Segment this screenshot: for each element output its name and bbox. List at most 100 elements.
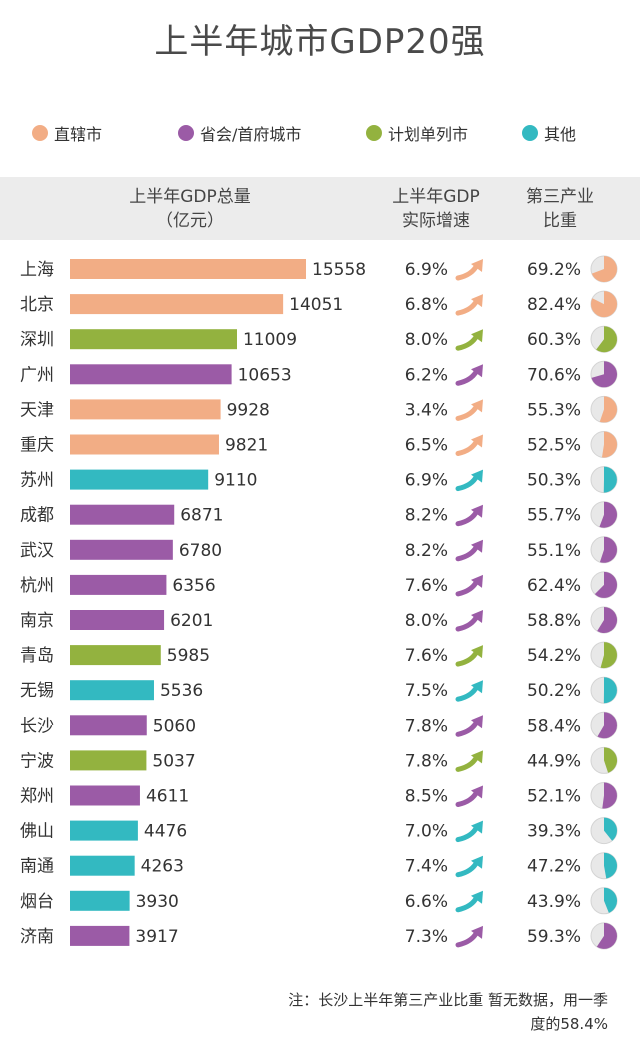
tertiary-share-label: 50.2% [527, 681, 581, 701]
growth-arrow-icon [455, 438, 480, 456]
city-label: 重庆 [20, 436, 54, 456]
legend-swatch [522, 125, 538, 141]
tertiary-pie-slice [601, 431, 618, 458]
growth-rate-label: 7.4% [405, 857, 448, 877]
tertiary-share-label: 47.2% [527, 857, 581, 877]
tertiary-share-label: 59.3% [527, 927, 581, 947]
tertiary-pie-slice [594, 571, 618, 598]
tertiary-pie-slice [603, 677, 617, 704]
chart-row: 上海 15558 6.9% 69.2% [20, 255, 618, 283]
tertiary-pie-slice [599, 501, 617, 528]
chart-row: 济南 3917 7.3% 59.3% [20, 922, 618, 950]
growth-arrowhead-icon [471, 364, 483, 378]
growth-rate-label: 3.4% [405, 400, 448, 420]
growth-arrowhead-icon [471, 925, 483, 939]
gdp-bar [70, 855, 135, 876]
tertiary-share-label: 54.2% [527, 646, 581, 666]
tertiary-pie-slice [604, 887, 618, 913]
growth-arrowhead-icon [471, 259, 483, 272]
legend-label: 省会/首府城市 [200, 125, 302, 144]
city-label: 深圳 [20, 330, 54, 350]
growth-arrow-icon [455, 543, 480, 562]
gdp-value-label: 3930 [136, 892, 179, 912]
city-label: 郑州 [20, 787, 54, 807]
gdp-value-label: 10653 [238, 365, 292, 385]
gdp-bar [70, 469, 209, 490]
growth-rate-label: 6.6% [405, 892, 448, 912]
growth-rate-label: 7.6% [405, 576, 448, 596]
tertiary-pie-slice [597, 712, 617, 739]
growth-arrow-icon [455, 929, 480, 948]
growth-arrow-icon [455, 683, 480, 702]
growth-rate-label: 8.5% [405, 787, 448, 807]
gdp-value-label: 4611 [146, 787, 189, 807]
city-label: 广州 [20, 365, 54, 385]
gdp-value-label: 5985 [167, 646, 210, 666]
growth-arrow-icon [455, 718, 480, 737]
growth-arrowhead-icon [471, 820, 483, 834]
city-label: 北京 [20, 295, 54, 315]
growth-arrowhead-icon [471, 504, 483, 518]
growth-arrowhead-icon [471, 680, 483, 694]
tertiary-pie-slice [604, 852, 618, 879]
gdp-value-label: 5536 [160, 681, 203, 701]
legend-item-municipality: 直辖市 [32, 121, 102, 145]
growth-arrow-icon [455, 297, 480, 316]
legend-label: 计划单列市 [388, 125, 469, 144]
gdp-bar [70, 434, 219, 455]
tertiary-pie-slice [596, 922, 618, 949]
growth-arrowhead-icon [471, 294, 483, 308]
city-label: 宁波 [20, 751, 54, 771]
gdp-value-label: 6871 [180, 506, 223, 526]
growth-arrow-icon [455, 648, 480, 667]
gdp-value-label: 11009 [243, 330, 297, 350]
legend-item-other: 其他 [522, 121, 576, 145]
gdp-bar [70, 504, 175, 525]
growth-arrowhead-icon [471, 539, 483, 553]
growth-arrow-icon [455, 578, 480, 597]
growth-arrowhead-icon [471, 399, 483, 413]
chart-plot-area: 上海 15558 6.9% 69.2% 北京 14051 6.8% 82.4% 深圳 11009 8… [20, 255, 618, 950]
tertiary-pie-slice [590, 291, 617, 318]
growth-arrowhead-icon [471, 715, 483, 729]
chart-row: 武汉 6780 8.2% 55.1% [20, 536, 618, 564]
gdp-bar [70, 574, 167, 595]
gdp-value-label: 9110 [214, 471, 257, 491]
chart-row: 佛山 4476 7.0% 39.3% [20, 817, 618, 845]
tertiary-share-label: 58.4% [527, 716, 581, 736]
chart-row: 无锡 5536 7.5% 50.2% [20, 676, 618, 704]
header-tertiary-share: 第三产业 比重 [526, 187, 594, 231]
growth-arrowhead-icon [471, 574, 483, 588]
gdp-value-label: 15558 [312, 260, 366, 280]
gdp-bar [70, 399, 221, 420]
legend-label: 直辖市 [54, 125, 103, 144]
tertiary-share-label: 55.3% [527, 400, 581, 420]
growth-arrowhead-icon [471, 890, 483, 904]
tertiary-share-label: 43.9% [527, 892, 581, 912]
city-label: 烟台 [20, 892, 54, 912]
chart-row: 烟台 3930 6.6% 43.9% [20, 887, 618, 915]
tertiary-share-label: 55.1% [527, 541, 581, 561]
growth-arrowhead-icon [471, 469, 483, 483]
chart-row: 郑州 4611 8.5% 52.1% [20, 782, 618, 809]
gdp-bar [70, 715, 147, 736]
city-label: 佛山 [20, 822, 54, 842]
growth-rate-label: 6.5% [405, 436, 448, 456]
tertiary-share-label: 44.9% [527, 751, 581, 771]
gdp-bar [70, 539, 173, 560]
growth-arrowhead-icon [471, 329, 483, 343]
legend-swatch [366, 125, 382, 141]
growth-arrow-icon [455, 824, 480, 843]
city-label: 青岛 [20, 646, 54, 666]
tertiary-share-label: 50.3% [527, 471, 581, 491]
growth-rate-label: 7.8% [405, 716, 448, 736]
gdp-value-label: 6780 [179, 541, 222, 561]
gdp-value-label: 3917 [135, 927, 178, 947]
tertiary-pie-slice [591, 256, 617, 283]
tertiary-share-label: 60.3% [527, 330, 581, 350]
gdp-value-label: 9821 [225, 436, 268, 456]
growth-rate-label: 7.5% [405, 681, 448, 701]
chart-row: 长沙 5060 7.8% 58.4% [20, 711, 618, 739]
city-label: 南通 [20, 857, 54, 877]
gdp-value-label: 14051 [289, 295, 343, 315]
